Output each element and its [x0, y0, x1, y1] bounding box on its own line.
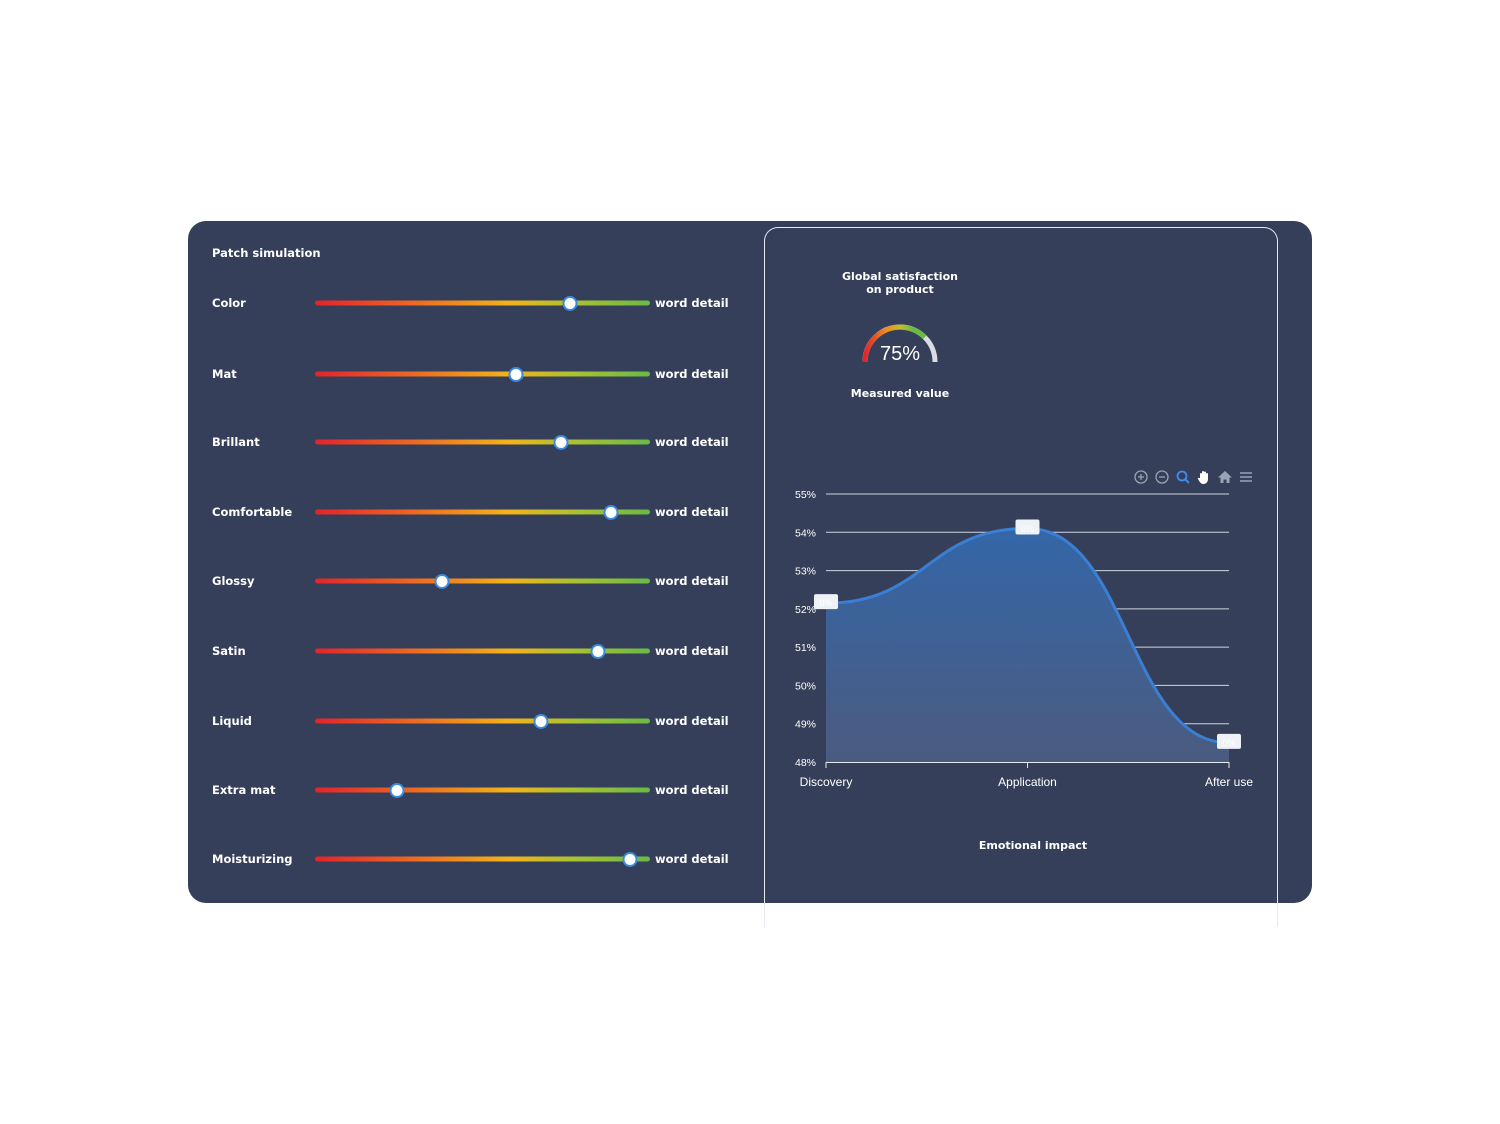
- slider-thumb[interactable]: [590, 643, 606, 659]
- series-area: [826, 528, 1229, 762]
- slider-thumb[interactable]: [434, 573, 450, 589]
- data-point-marker: [1015, 519, 1040, 535]
- dashboard-panel: Patch simulation Color word detail Mat word…: [188, 221, 1312, 927]
- slider-label: Glossy: [212, 574, 255, 588]
- slider-track[interactable]: [315, 573, 650, 589]
- x-tick-label: After use: [1205, 775, 1253, 789]
- satisfaction-gauge: 75%: [862, 324, 938, 365]
- search-zoom-icon[interactable]: [1175, 469, 1191, 485]
- y-tick-label: 50%: [795, 680, 816, 692]
- slider-label: Color: [212, 296, 246, 310]
- slider-track[interactable]: [315, 366, 650, 382]
- slider-thumb[interactable]: [562, 295, 578, 311]
- slider-track[interactable]: [315, 434, 650, 450]
- y-tick-label: 53%: [795, 566, 816, 578]
- y-tick-label: 51%: [795, 642, 816, 654]
- slider-label: Mat: [212, 367, 237, 381]
- slider-thumb[interactable]: [508, 366, 524, 382]
- series-line: [825, 526, 1230, 745]
- slider-thumb[interactable]: [603, 504, 619, 520]
- slider-label: Satin: [212, 644, 246, 658]
- zoom-in-icon[interactable]: [1133, 469, 1149, 485]
- word-detail-link[interactable]: word detail: [655, 296, 729, 310]
- slider-track[interactable]: [315, 504, 650, 520]
- word-detail-link[interactable]: word detail: [655, 435, 729, 449]
- y-tick-label: 48%: [795, 757, 816, 769]
- y-tick-label: 54%: [795, 527, 816, 539]
- word-detail-link[interactable]: word detail: [655, 644, 729, 658]
- data-point-label: 0%: [1021, 523, 1034, 533]
- slider-thumb[interactable]: [533, 713, 549, 729]
- gauge-value-text: 75%: [880, 343, 920, 365]
- gauge-title-line2: on product: [866, 283, 934, 296]
- slider-thumb[interactable]: [389, 782, 405, 798]
- word-detail-link[interactable]: word detail: [655, 714, 729, 728]
- slider-label: Extra mat: [212, 783, 276, 797]
- slider-label: Brillant: [212, 435, 260, 449]
- emotional-impact-chart: 48% 49% 50% 51% 52% 53% 54% 55% Discovery Applica…: [795, 489, 1253, 789]
- right-card: [764, 227, 1278, 927]
- slider-track[interactable]: [315, 782, 650, 798]
- slider-thumb[interactable]: [622, 851, 638, 867]
- slider-track[interactable]: [315, 295, 650, 311]
- x-tick-label: Application: [998, 775, 1057, 789]
- home-icon[interactable]: [1217, 469, 1233, 485]
- word-detail-link[interactable]: word detail: [655, 574, 729, 588]
- x-tick-label: Discovery: [800, 775, 853, 789]
- slider-label: Liquid: [212, 714, 252, 728]
- y-tick-label: 49%: [795, 719, 816, 731]
- slider-label: Comfortable: [212, 505, 293, 519]
- gauge-title: Global satisfaction on product: [820, 270, 980, 296]
- pan-hand-icon[interactable]: [1196, 469, 1212, 485]
- y-tick-label: 55%: [795, 489, 816, 501]
- slider-label: Moisturizing: [212, 852, 293, 866]
- gauge-caption: Measured value: [850, 387, 950, 400]
- slider-thumb[interactable]: [553, 434, 569, 450]
- data-point-marker: [1217, 733, 1241, 749]
- patch-simulation-title: Patch simulation: [212, 246, 321, 260]
- menu-icon[interactable]: [1238, 469, 1254, 485]
- slider-track[interactable]: [315, 643, 650, 659]
- word-detail-link[interactable]: word detail: [655, 852, 729, 866]
- chart-title: Emotional impact: [978, 839, 1088, 852]
- zoom-out-icon[interactable]: [1154, 469, 1170, 485]
- data-point-label: 0%: [1222, 738, 1235, 748]
- data-point-marker: [814, 594, 838, 610]
- chart-toolbar: [1133, 469, 1254, 485]
- y-tick-label: 52%: [795, 604, 816, 616]
- data-point-label: 0%: [819, 598, 832, 608]
- gauge-title-line1: Global satisfaction: [842, 270, 958, 283]
- word-detail-link[interactable]: word detail: [655, 505, 729, 519]
- slider-track[interactable]: [315, 713, 650, 729]
- word-detail-link[interactable]: word detail: [655, 783, 729, 797]
- word-detail-link[interactable]: word detail: [655, 367, 729, 381]
- gauge-value-arc: [862, 324, 927, 363]
- slider-track[interactable]: [315, 851, 650, 867]
